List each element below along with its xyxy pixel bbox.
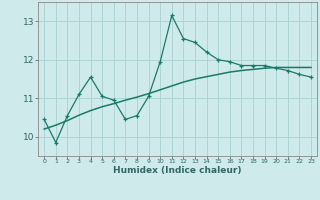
X-axis label: Humidex (Indice chaleur): Humidex (Indice chaleur) [113,166,242,175]
